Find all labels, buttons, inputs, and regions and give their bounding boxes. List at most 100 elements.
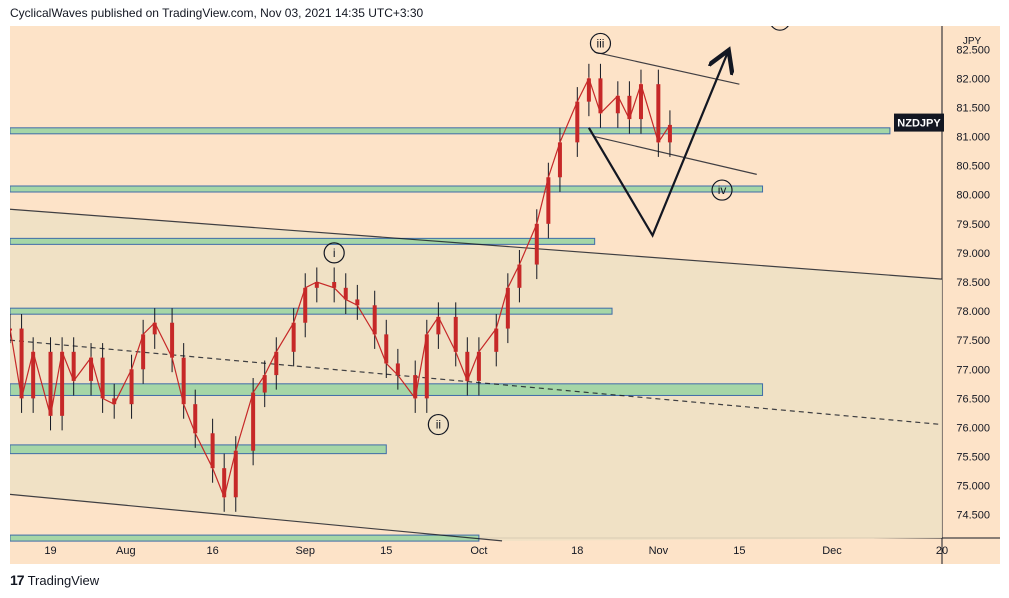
y-tick-label: 81.000 — [956, 132, 990, 144]
candle-body — [638, 84, 643, 120]
candle-body — [274, 351, 279, 376]
footer: 17 TradingView — [10, 572, 99, 588]
y-tick-label: 78.500 — [956, 277, 990, 289]
support-resistance-zone-5[interactable] — [9, 237, 596, 245]
wave-label-ii: ii — [436, 418, 441, 432]
candle-body — [31, 351, 36, 399]
candle-body — [262, 375, 267, 393]
candle-body — [667, 124, 672, 143]
support-resistance-zone-1[interactable] — [9, 534, 480, 542]
price-chart[interactable]: iiiiiiivv74.50075.00075.50076.00076.5007… — [8, 9, 1000, 564]
candle-body — [476, 351, 481, 381]
support-resistance-zone-4[interactable] — [9, 307, 613, 315]
candle-body — [546, 177, 551, 224]
candle-body — [251, 392, 256, 451]
y-tick-label: 76.000 — [956, 422, 990, 434]
candle-body — [181, 357, 186, 405]
candle-body — [48, 351, 53, 416]
candle-body — [517, 264, 522, 288]
candle-body — [129, 369, 134, 405]
x-tick-label: Sep — [295, 545, 315, 557]
trendline-3[interactable] — [9, 339, 943, 426]
wave-label-v: v — [777, 26, 783, 27]
y-tick-label: 77.500 — [956, 335, 990, 347]
candle-body — [465, 351, 470, 381]
x-tick-label: 15 — [733, 545, 745, 557]
y-tick-label: 82.500 — [956, 44, 990, 56]
support-resistance-zone-3[interactable] — [9, 383, 764, 396]
candle-body — [210, 433, 215, 469]
candle-body — [436, 316, 441, 335]
chart-area[interactable]: iiiiiiivv74.50075.00075.50076.00076.5007… — [8, 9, 1000, 564]
candle-body — [505, 287, 510, 329]
y-tick-label: 75.500 — [956, 452, 990, 464]
candle-body — [372, 305, 377, 335]
candle-body — [222, 468, 227, 498]
trendline-5[interactable] — [594, 135, 757, 175]
channel-fill — [10, 209, 942, 541]
candle-body — [89, 357, 94, 381]
y-tick-label: 74.500 — [956, 510, 990, 522]
y-tick-label: 82.000 — [956, 73, 990, 85]
wave-label-circle — [323, 242, 345, 264]
candle-body — [424, 334, 429, 399]
candle-body — [233, 450, 238, 498]
candle-body — [332, 282, 337, 288]
publish-header: CyclicalWaves published on TradingView.c… — [10, 6, 424, 20]
x-tick-label: Nov — [649, 545, 669, 557]
trendline-4[interactable] — [594, 51, 740, 85]
x-tick-label: 18 — [571, 545, 583, 557]
brand-label: TradingView — [27, 572, 100, 588]
candle-body — [303, 287, 308, 323]
y-tick-label: 80.000 — [956, 190, 990, 202]
wave-label-iv: iv — [718, 183, 727, 197]
support-resistance-zone-7[interactable] — [9, 127, 891, 135]
candle-body — [557, 142, 562, 178]
y-tick-label: 76.500 — [956, 393, 990, 405]
candle-body — [575, 101, 580, 143]
candle-body — [343, 287, 348, 300]
candle-body — [193, 404, 198, 434]
projection-arrow[interactable] — [587, 52, 728, 238]
candle-body — [534, 223, 539, 265]
candle-body — [395, 363, 400, 376]
price-line — [9, 76, 671, 500]
price-axis-panel — [942, 26, 1000, 564]
x-tick-label: 15 — [380, 545, 392, 557]
time-axis-panel — [10, 538, 942, 564]
candle-body — [19, 328, 24, 399]
candle-body — [586, 78, 591, 102]
y-tick-label: 79.500 — [956, 219, 990, 231]
y-tick-label: 81.500 — [956, 102, 990, 114]
wave-label-i: i — [333, 246, 336, 260]
y-tick-label: 75.000 — [956, 481, 990, 493]
candle-body — [494, 328, 499, 352]
wave-label-circle — [711, 179, 733, 201]
tradingview-logo-icon: 17 — [10, 572, 25, 588]
candle-body — [314, 282, 319, 288]
wave-label-circle — [589, 32, 612, 55]
x-tick-label: Oct — [470, 545, 487, 557]
x-tick-label: Dec — [822, 545, 842, 557]
candle-body — [598, 78, 603, 114]
y-tick-label: 78.000 — [956, 306, 990, 318]
symbol-price-tag: NZDJPY — [897, 118, 941, 130]
x-tick-label: 19 — [44, 545, 56, 557]
x-tick-label: Aug — [116, 545, 136, 557]
y-tick-label: 80.500 — [956, 161, 990, 173]
x-tick-label: 16 — [206, 545, 218, 557]
support-resistance-zone-6[interactable] — [9, 185, 764, 193]
candle-body — [413, 375, 418, 399]
y-tick-label: 79.000 — [956, 248, 990, 260]
currency-label: JPY — [963, 36, 982, 47]
last-price-tag-bg — [894, 113, 944, 132]
support-resistance-zone-2[interactable] — [9, 444, 387, 455]
candle-body — [152, 322, 157, 335]
candle-body — [71, 351, 76, 381]
candle-body — [453, 316, 458, 352]
trendline-1[interactable] — [9, 208, 943, 280]
candle-body — [141, 334, 146, 370]
trendline-2[interactable] — [9, 493, 503, 542]
candle-body — [60, 351, 65, 416]
y-tick-label: 77.000 — [956, 364, 990, 376]
